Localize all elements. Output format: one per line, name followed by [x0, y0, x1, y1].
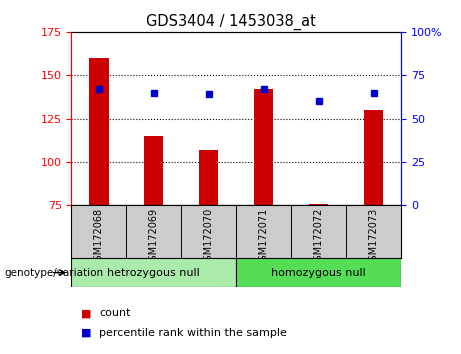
Text: GDS3404 / 1453038_at: GDS3404 / 1453038_at: [146, 14, 315, 30]
Bar: [71, 258, 236, 287]
Bar: [309, 204, 328, 205]
Bar: [144, 136, 164, 205]
Bar: [89, 58, 108, 205]
Bar: [236, 258, 401, 287]
Text: GSM172072: GSM172072: [313, 208, 324, 267]
Text: ■: ■: [81, 308, 91, 318]
Text: hetrozygous null: hetrozygous null: [107, 268, 200, 278]
Text: count: count: [99, 308, 130, 318]
Bar: [254, 89, 273, 205]
Bar: [364, 110, 383, 205]
Text: percentile rank within the sample: percentile rank within the sample: [99, 328, 287, 338]
Text: GSM172069: GSM172069: [149, 208, 159, 267]
Bar: [199, 150, 219, 205]
Text: GSM172070: GSM172070: [204, 208, 214, 267]
Text: genotype/variation: genotype/variation: [5, 268, 104, 278]
Text: GSM172068: GSM172068: [94, 208, 104, 267]
Text: GSM172071: GSM172071: [259, 208, 269, 267]
Text: ■: ■: [81, 328, 91, 338]
Text: homozygous null: homozygous null: [271, 268, 366, 278]
Text: GSM172073: GSM172073: [369, 208, 378, 267]
